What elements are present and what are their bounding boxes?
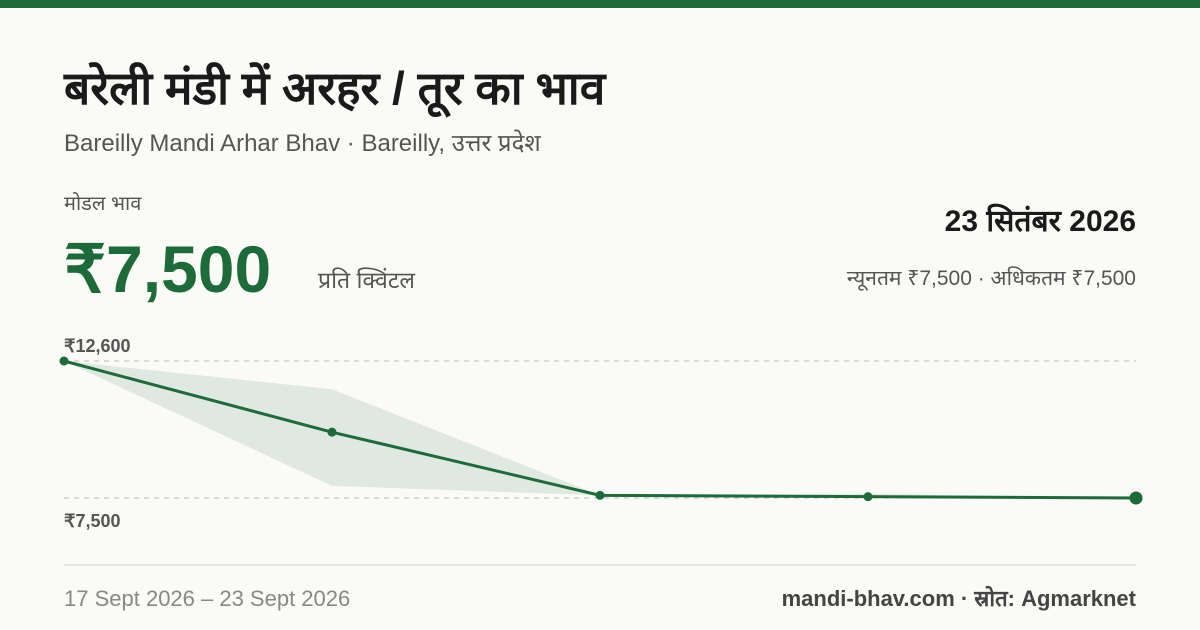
price-point: [59, 356, 69, 366]
title: बरेली मंडी में अरहर / तूर का भाव: [63, 62, 607, 118]
y-tick-label: ₹12,600: [64, 336, 131, 356]
price-point: [327, 427, 337, 437]
footer-source: mandi-bhav.com · स्रोत: Agmarknet: [782, 585, 1137, 611]
top-bar: [0, 0, 1200, 8]
price-point: [863, 492, 873, 502]
price-unit: प्रति क्विंटल: [318, 267, 415, 293]
footer-dates: 17 Sept 2026 – 23 Sept 2026: [64, 586, 350, 611]
subtitle: Bareilly Mandi Arhar Bhav · Bareilly, उत…: [64, 129, 541, 157]
price-point: [1129, 491, 1143, 505]
price-point: [595, 490, 605, 500]
price-date: 23 सितंबर 2026: [945, 203, 1136, 238]
range-band: [64, 361, 1136, 498]
price-range: न्यूनतम ₹7,500 · अधिकतम ₹7,500: [847, 266, 1136, 291]
y-tick-label: ₹7,500: [64, 511, 121, 531]
price-label: मोडल भाव: [64, 192, 142, 215]
price-value: ₹7,500: [64, 232, 271, 306]
